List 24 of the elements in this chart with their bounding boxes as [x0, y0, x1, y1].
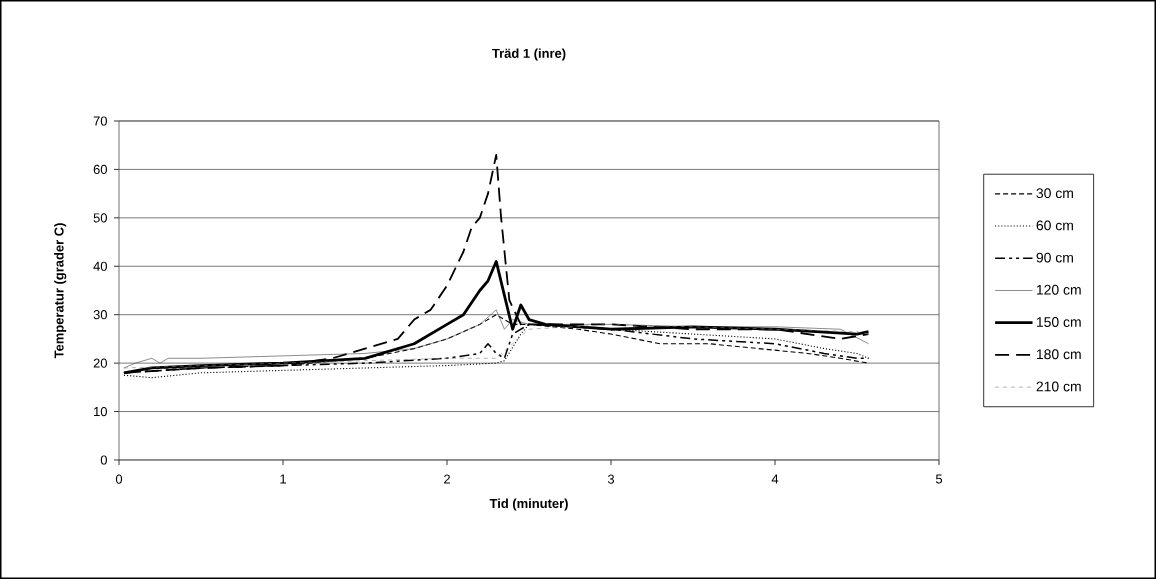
y-tick-label: 20	[93, 358, 107, 368]
x-tick-label: 5	[935, 474, 943, 484]
y-tick-label: 70	[93, 116, 107, 126]
x-tick-label: 1	[280, 474, 286, 484]
x-tick-label: 4	[771, 474, 779, 484]
x-tick-label: 2	[444, 474, 450, 484]
legend-label: 210 cm	[1036, 381, 1081, 392]
y-axis-title: Temperatur (grader C)	[54, 223, 67, 359]
legend-label: 90 cm	[1036, 252, 1073, 263]
y-tick-label: 30	[93, 310, 107, 320]
y-tick-label: 50	[93, 213, 107, 223]
y-tick-label: 10	[94, 406, 107, 417]
y-tick-label: 40	[93, 261, 107, 271]
x-tick-label: 3	[607, 474, 615, 484]
legend-label: 180 cm	[1036, 349, 1081, 360]
x-axis-title: Tid (minuter)	[489, 498, 568, 511]
legend-label: 150 cm	[1036, 317, 1081, 327]
y-tick-label: 0	[100, 455, 107, 465]
x-tick-label: 0	[115, 474, 123, 484]
chart-title: Träd 1 (inre)	[492, 48, 566, 61]
legend-label: 60 cm	[1036, 220, 1073, 231]
y-tick-label: 60	[93, 164, 107, 174]
legend-label: 30 cm	[1036, 188, 1073, 199]
legend-label: 120 cm	[1036, 284, 1081, 295]
